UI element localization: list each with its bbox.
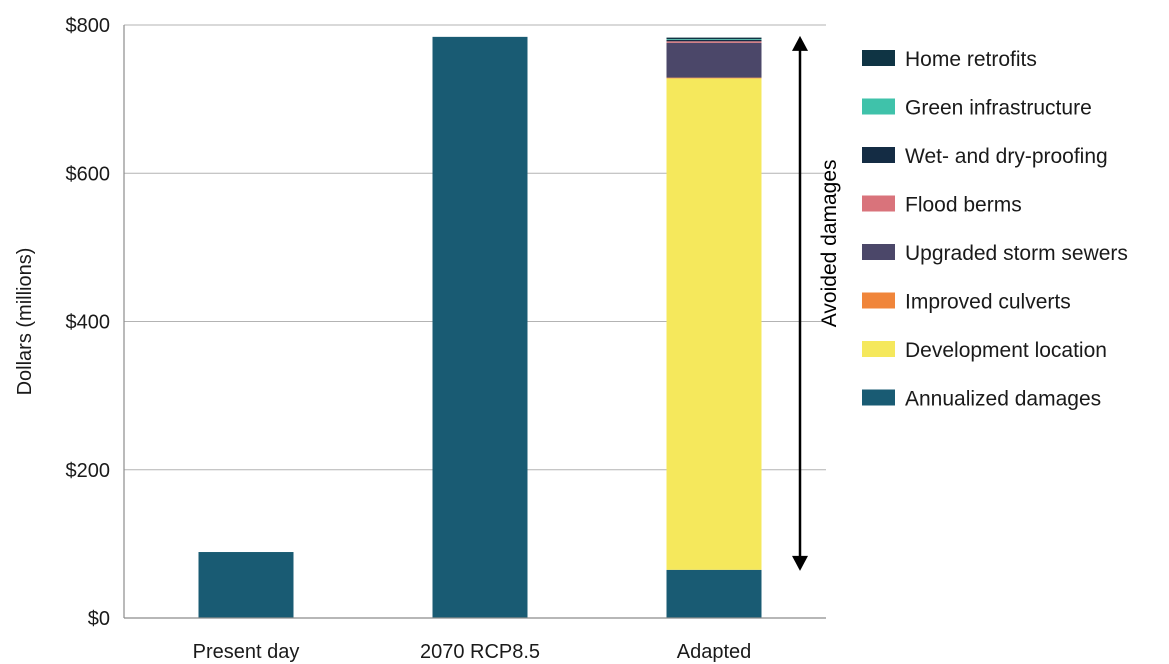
bar-adapted-green-infrastructure: [666, 39, 762, 40]
x-tick-label-present-day: Present day: [193, 641, 300, 663]
legend-label-improved-culverts: Improved culverts: [905, 291, 1071, 314]
legend-swatch-home-retrofits: [862, 50, 895, 66]
legend-label-home-retrofits: Home retrofits: [905, 48, 1037, 71]
y-axis-title: Dollars (millions): [14, 248, 36, 396]
legend-label-flood-berms: Flood berms: [905, 194, 1022, 217]
legend-label-annualized-damages: Annualized damages: [905, 388, 1101, 411]
legend-label-wet-and-dry-proofing: Wet- and dry-proofing: [905, 145, 1108, 168]
x-tick-label-2070-rcp8-5: 2070 RCP8.5: [420, 641, 540, 663]
bar-adapted-upgraded-storm-sewers: [666, 42, 762, 78]
arrow-up-icon: [792, 35, 808, 51]
legend-swatch-upgraded-storm-sewers: [862, 244, 895, 260]
bar-present-day-annualized-damages: [198, 552, 294, 618]
legend-swatch-annualized-damages: [862, 389, 895, 406]
x-tick-label-adapted: Adapted: [677, 641, 752, 663]
arrow-down-icon: [792, 555, 808, 571]
y-tick-label: $0: [88, 608, 110, 630]
legend-label-development-location: Development location: [905, 339, 1107, 362]
bar-adapted-wet-and-dry-proofing: [666, 39, 762, 42]
legend-swatch-improved-culverts: [862, 292, 895, 309]
legend-swatch-flood-berms: [862, 195, 895, 212]
legend-label-upgraded-storm-sewers: Upgraded storm sewers: [905, 242, 1128, 265]
avoided-damages-annotation: Avoided damages: [792, 35, 841, 571]
bar-2070-rcp8-5-annualized-damages: [432, 36, 528, 619]
avoided-damages-label: Avoided damages: [818, 159, 841, 327]
y-tick-label: $600: [66, 163, 111, 185]
legend: Home retrofits Green infrastructure Wet- a…: [862, 48, 1128, 411]
legend-swatch-green-infrastructure: [862, 98, 895, 115]
y-tick-label: $400: [66, 312, 111, 334]
legend-label-green-infrastructure: Green infrastructure: [905, 97, 1092, 120]
bars: [198, 36, 762, 619]
bar-adapted-development-location: [666, 78, 762, 570]
y-tick-label: $200: [66, 460, 111, 482]
bar-adapted-improved-culverts: [666, 77, 762, 79]
axes: $0 $200 $400 $600 $800 Dollars (millions) Pres…: [14, 15, 826, 663]
legend-swatch-development-location: [862, 341, 895, 357]
bar-adapted-annualized-damages: [666, 569, 762, 618]
bar-adapted-home-retrofits: [666, 37, 762, 40]
legend-swatch-wet-and-dry-proofing: [862, 147, 895, 163]
y-tick-label: $800: [66, 15, 111, 37]
bar-adapted-flood-berms: [666, 41, 762, 43]
